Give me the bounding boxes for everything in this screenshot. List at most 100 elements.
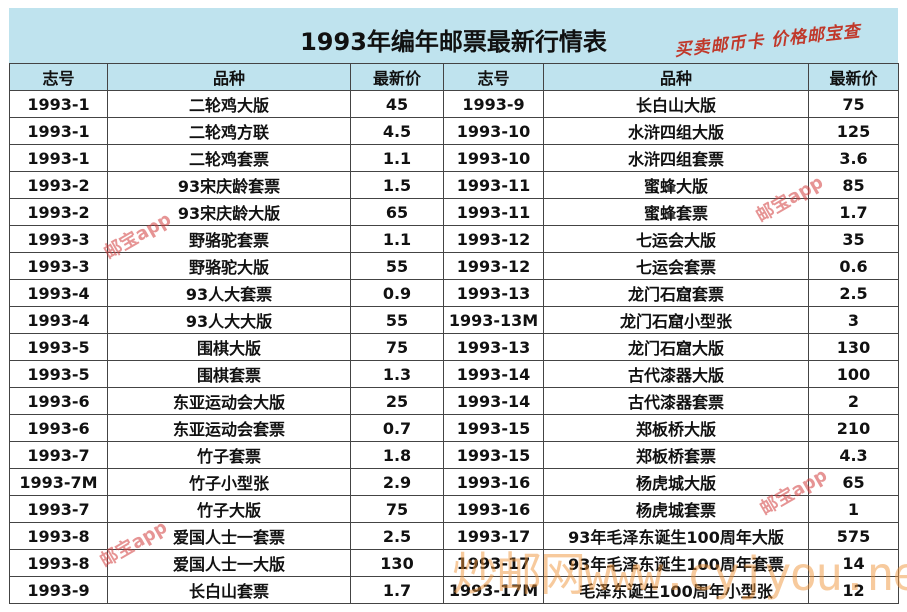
table-cell: 长白山套票 xyxy=(107,576,351,604)
table-cell: 1993-1 xyxy=(9,144,108,172)
table-cell: 龙门石窟小型张 xyxy=(543,306,809,334)
table-cell: 1993-11 xyxy=(443,198,544,226)
table-cell: 长白山大版 xyxy=(543,90,809,118)
table-cell: 75 xyxy=(350,495,444,523)
price-table: 志号 品种 最新价 志号 品种 最新价 1993-1 二轮鸡大版 45 1993-9 长白山大版 7… xyxy=(9,63,899,604)
table-cell: 45 xyxy=(350,90,444,118)
table-cell: 1 xyxy=(808,495,899,523)
table-cell: 1993-1 xyxy=(9,117,108,145)
table-row: 1993-5 围棋套票 1.3 1993-14 古代漆器大版 100 xyxy=(9,360,899,388)
table-cell: 竹子套票 xyxy=(107,441,351,469)
table-row: 1993-3 野骆驼套票 1.1 1993-12 七运会大版 35 xyxy=(9,225,899,253)
table-cell: 12 xyxy=(808,576,899,604)
table-cell: 1993-8 xyxy=(9,522,108,550)
table-cell: 130 xyxy=(808,333,899,361)
table-cell: 1993-7 xyxy=(9,441,108,469)
table-cell: 1993-3 xyxy=(9,225,108,253)
column-header: 品种 xyxy=(107,63,351,91)
table-cell: 1993-6 xyxy=(9,414,108,442)
table-cell: 1993-13 xyxy=(443,279,544,307)
table-cell: 1993-1 xyxy=(9,90,108,118)
table-cell: 1993-16 xyxy=(443,495,544,523)
table-cell: 东亚运动会大版 xyxy=(107,387,351,415)
table-cell: 野骆驼套票 xyxy=(107,225,351,253)
table-cell: 0.9 xyxy=(350,279,444,307)
table-cell: 1993-2 xyxy=(9,171,108,199)
header-row: 志号 品种 最新价 志号 品种 最新价 xyxy=(9,63,899,91)
column-header: 最新价 xyxy=(350,63,444,91)
table-cell: 35 xyxy=(808,225,899,253)
title-bar: 1993年编年邮票最新行情表 买卖邮币卡 价格邮宝查 xyxy=(9,8,898,63)
column-header: 志号 xyxy=(443,63,544,91)
table-cell: 2.5 xyxy=(808,279,899,307)
table-cell: 65 xyxy=(350,198,444,226)
table-cell: 1993-10 xyxy=(443,117,544,145)
table-row: 1993-8 爱国人士一大版 130 1993-17 93年毛泽东诞生100周年套票 14 xyxy=(9,549,899,577)
table-cell: 1.8 xyxy=(350,441,444,469)
column-header: 品种 xyxy=(543,63,809,91)
table-cell: 杨虎城大版 xyxy=(543,468,809,496)
table-row: 1993-9 长白山套票 1.7 1993-17M 毛泽东诞生100周年小型张 12 xyxy=(9,576,899,604)
table-cell: 4.3 xyxy=(808,441,899,469)
table-row: 1993-6 东亚运动会套票 0.7 1993-15 郑板桥大版 210 xyxy=(9,414,899,442)
table-cell: 1993-10 xyxy=(443,144,544,172)
table-cell: 100 xyxy=(808,360,899,388)
table-cell: 1993-4 xyxy=(9,306,108,334)
table-cell: 1993-8 xyxy=(9,549,108,577)
table-cell: 2.5 xyxy=(350,522,444,550)
table-cell: 郑板桥大版 xyxy=(543,414,809,442)
table-cell: 575 xyxy=(808,522,899,550)
table-cell: 1993-9 xyxy=(443,90,544,118)
table-cell: 1993-14 xyxy=(443,360,544,388)
table-cell: 1993-9 xyxy=(9,576,108,604)
table-row: 1993-4 93人大套票 0.9 1993-13 龙门石窟套票 2.5 xyxy=(9,279,899,307)
table-cell: 1993-17M xyxy=(443,576,544,604)
table-cell: 1993-15 xyxy=(443,441,544,469)
table-cell: 1993-11 xyxy=(443,171,544,199)
table-cell: 龙门石窟套票 xyxy=(543,279,809,307)
title: 1993年编年邮票最新行情表 xyxy=(300,28,607,56)
table-row: 1993-2 93宋庆龄大版 65 1993-11 蜜蜂套票 1.7 xyxy=(9,198,899,226)
table-cell: 14 xyxy=(808,549,899,577)
table-cell: 2.9 xyxy=(350,468,444,496)
table-cell: 1993-5 xyxy=(9,333,108,361)
table-cell: 水浒四组套票 xyxy=(543,144,809,172)
table-row: 1993-8 爱国人士一套票 2.5 1993-17 93年毛泽东诞生100周年大版 57… xyxy=(9,522,899,550)
table-cell: 1993-15 xyxy=(443,414,544,442)
table-cell: 1993-4 xyxy=(9,279,108,307)
table-cell: 85 xyxy=(808,171,899,199)
table-cell: 水浒四组大版 xyxy=(543,117,809,145)
table-cell: 野骆驼大版 xyxy=(107,252,351,280)
column-header: 最新价 xyxy=(808,63,899,91)
table-cell: 东亚运动会套票 xyxy=(107,414,351,442)
table-cell: 古代漆器大版 xyxy=(543,360,809,388)
table-cell: 爱国人士一套票 xyxy=(107,522,351,550)
table-cell: 93宋庆龄大版 xyxy=(107,198,351,226)
table-cell: 毛泽东诞生100周年小型张 xyxy=(543,576,809,604)
table-cell: 3 xyxy=(808,306,899,334)
table-cell: 蜜蜂套票 xyxy=(543,198,809,226)
table-cell: 二轮鸡方联 xyxy=(107,117,351,145)
table-cell: 竹子小型张 xyxy=(107,468,351,496)
table-cell: 二轮鸡大版 xyxy=(107,90,351,118)
column-header: 志号 xyxy=(9,63,108,91)
table-cell: 1993-16 xyxy=(443,468,544,496)
table-row: 1993-5 围棋大版 75 1993-13 龙门石窟大版 130 xyxy=(9,333,899,361)
table-cell: 1993-13M xyxy=(443,306,544,334)
table-cell: 1993-7M xyxy=(9,468,108,496)
table-cell: 1.5 xyxy=(350,171,444,199)
table-cell: 七运会大版 xyxy=(543,225,809,253)
table-row: 1993-1 二轮鸡方联 4.5 1993-10 水浒四组大版 125 xyxy=(9,117,899,145)
table-cell: 0.7 xyxy=(350,414,444,442)
table-cell: 郑板桥套票 xyxy=(543,441,809,469)
table-cell: 龙门石窟大版 xyxy=(543,333,809,361)
table-row: 1993-2 93宋庆龄套票 1.5 1993-11 蜜蜂大版 85 xyxy=(9,171,899,199)
table-cell: 1993-17 xyxy=(443,549,544,577)
table-cell: 1993-2 xyxy=(9,198,108,226)
table-cell: 75 xyxy=(808,90,899,118)
table-cell: 古代漆器套票 xyxy=(543,387,809,415)
table-cell: 1993-17 xyxy=(443,522,544,550)
table-cell: 75 xyxy=(350,333,444,361)
table-cell: 1.7 xyxy=(808,198,899,226)
table-cell: 蜜蜂大版 xyxy=(543,171,809,199)
